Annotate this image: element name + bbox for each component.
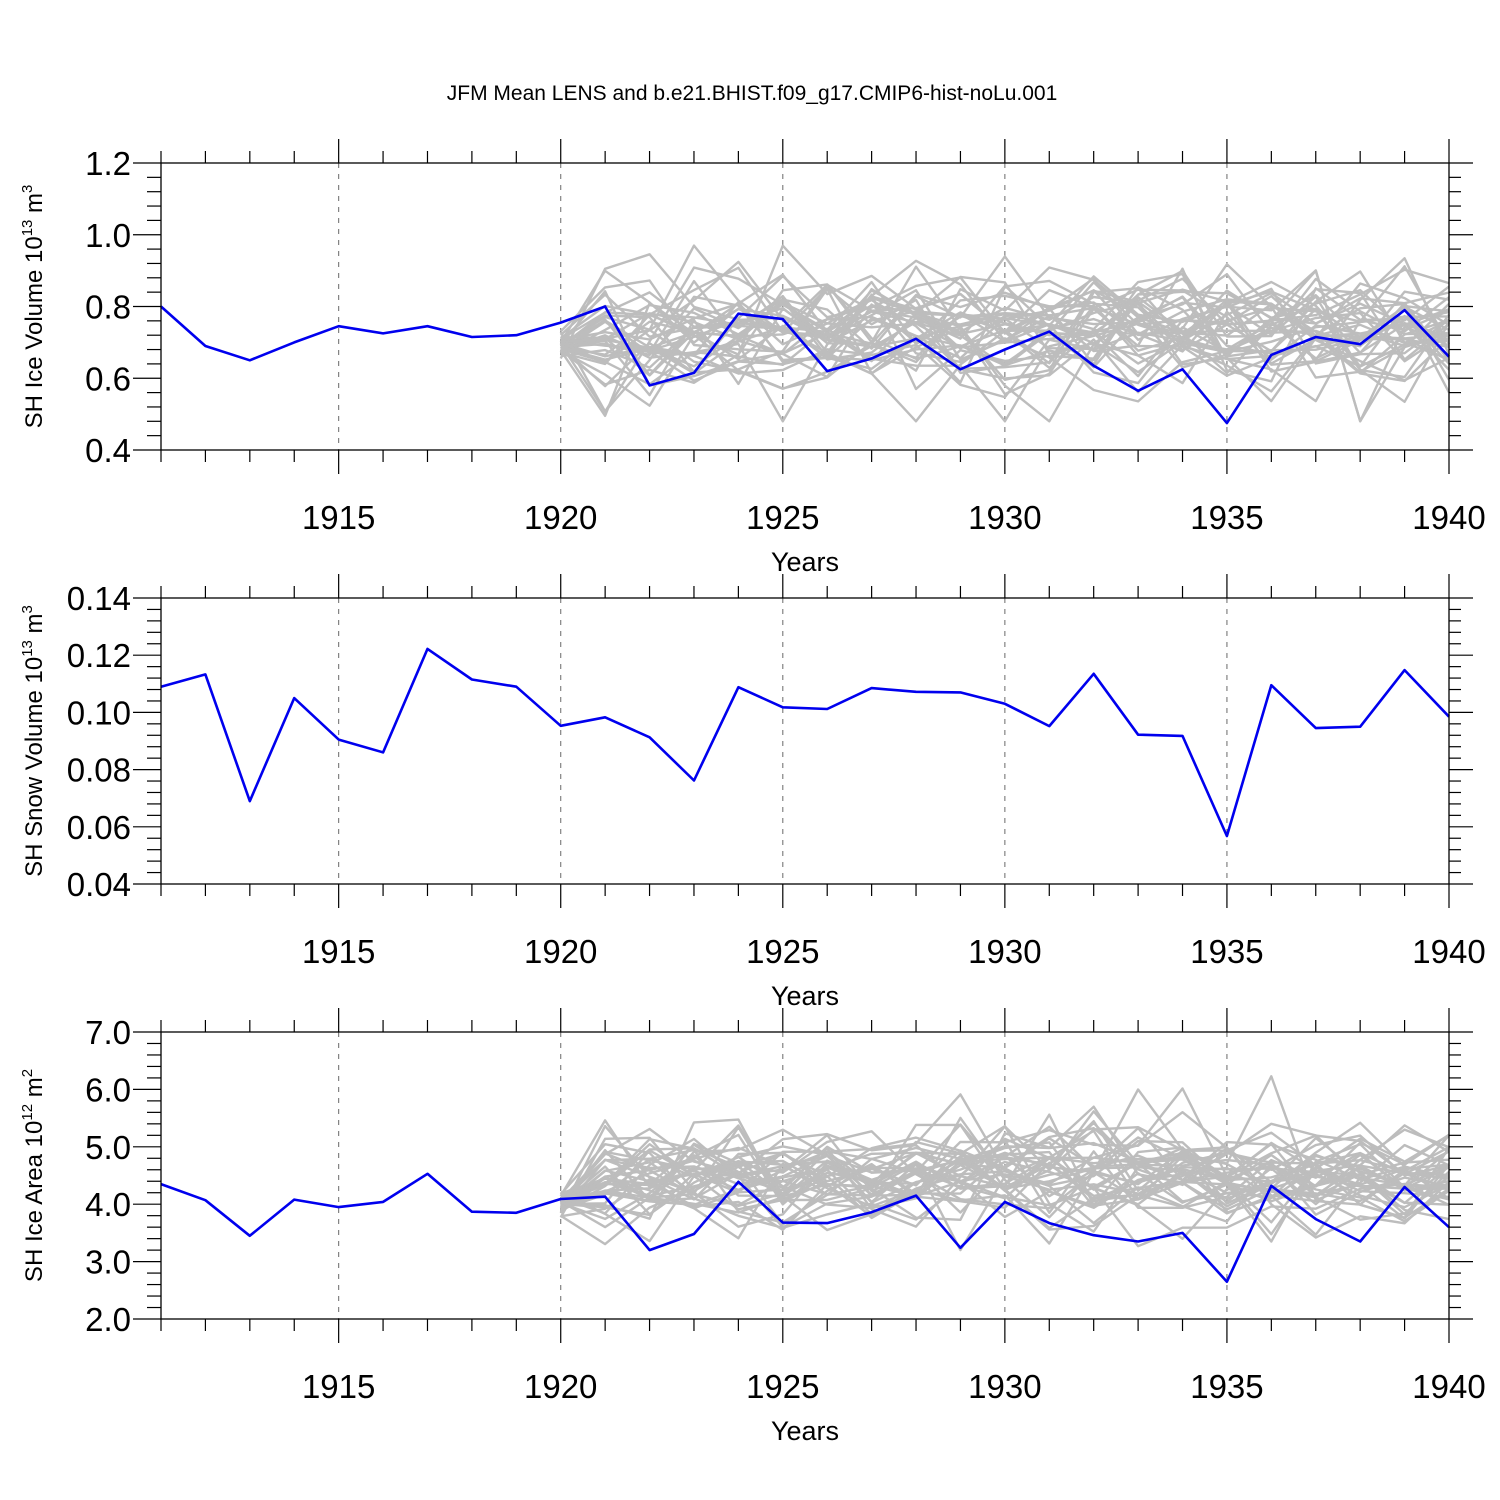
ensemble-member-line xyxy=(560,1158,1450,1229)
y-tick-label: 0.04 xyxy=(67,866,131,903)
ensemble-member-line xyxy=(560,1125,1450,1239)
y-tick-label: 0.8 xyxy=(85,289,131,326)
x-tick-label: 1930 xyxy=(968,933,1041,970)
ensemble-member-line xyxy=(560,257,1451,378)
y-tick-label: 3.0 xyxy=(85,1244,131,1281)
x-axis-label: Years xyxy=(771,981,839,1011)
x-tick-label: 1915 xyxy=(302,933,375,970)
y-tick-label: 0.6 xyxy=(85,360,131,397)
x-tick-label: 1925 xyxy=(746,1368,819,1405)
x-tick-label: 1920 xyxy=(524,933,597,970)
ensemble-member-line xyxy=(560,1087,1450,1199)
x-tick-label: 1930 xyxy=(968,499,1041,536)
x-tick-label: 1940 xyxy=(1412,933,1485,970)
y-tick-label: 0.08 xyxy=(67,752,131,789)
y-axis-label: SH Ice Volume 1013 m3 xyxy=(19,185,48,429)
figure-title: JFM Mean LENS and b.e21.BHIST.f09_g17.CM… xyxy=(447,82,1058,105)
plot-frame xyxy=(160,1031,1450,1320)
ensemble-member-line xyxy=(559,1121,1450,1216)
y-tick-label: 1.0 xyxy=(85,217,131,254)
y-tick-label: 0.12 xyxy=(67,637,131,674)
panel-snow-volume: 0.04 0.06 0.08 0.10 0.12 0.14 1915 1920 1925 1930… xyxy=(19,574,1486,1011)
ensemble-member-line xyxy=(560,294,1450,385)
x-axis-label: Years xyxy=(771,547,839,577)
x-tick-label: 1940 xyxy=(1412,1368,1485,1405)
y-tick-label: 1.2 xyxy=(85,145,131,182)
main-series-line xyxy=(160,305,1450,425)
y-tick-label: 0.10 xyxy=(67,694,131,731)
ensemble-member-line xyxy=(560,280,1450,399)
ensemble-member-line xyxy=(560,283,1450,365)
x-axis-label: Years xyxy=(771,1416,839,1446)
ensemble-member-line xyxy=(560,1128,1450,1221)
x-tick-label: 1915 xyxy=(302,1368,375,1405)
panels: 0.4 0.6 0.8 1.0 1.2 1915 1920 1925 1930 1935 1940 Y… xyxy=(19,139,1486,1446)
y-tick-label: 0.06 xyxy=(67,809,131,846)
y-tick-label: 0.4 xyxy=(85,432,131,469)
panel-ice-volume: 0.4 0.6 0.8 1.0 1.2 1915 1920 1925 1930 1935 1940 Y… xyxy=(19,139,1486,577)
x-tick-label: 1930 xyxy=(968,1368,1041,1405)
ensemble-member-line xyxy=(559,244,1450,386)
ensemble-member-line xyxy=(559,1123,1450,1230)
x-tick-label: 1925 xyxy=(746,933,819,970)
y-tick-label: 0.14 xyxy=(67,580,131,617)
x-tick-label: 1935 xyxy=(1190,1368,1263,1405)
x-tick-label: 1920 xyxy=(524,499,597,536)
y-tick-label: 7.0 xyxy=(85,1014,131,1051)
plot-frame xyxy=(160,597,1450,885)
ensemble-member-line xyxy=(560,290,1450,379)
x-tick-label: 1935 xyxy=(1190,499,1263,536)
main-series-line xyxy=(160,647,1450,838)
y-tick-label: 6.0 xyxy=(85,1071,131,1108)
ensemble-member-line xyxy=(560,1142,1450,1252)
panel-ice-area: 2.0 3.0 4.0 5.0 6.0 7.0 1915 1920 1925 1930 1935 19… xyxy=(19,1008,1486,1446)
ensemble-member-line xyxy=(560,1141,1451,1220)
y-tick-label: 2.0 xyxy=(85,1301,131,1338)
y-axis-label: SH Snow Volume 1013 m3 xyxy=(19,605,48,877)
x-tick-label: 1925 xyxy=(746,499,819,536)
ensemble-member-line xyxy=(560,1133,1450,1208)
y-axis-label: SH Ice Area 1012 m2 xyxy=(19,1069,48,1282)
y-tick-label: 5.0 xyxy=(85,1129,131,1166)
x-tick-label: 1935 xyxy=(1190,933,1263,970)
x-tick-label: 1915 xyxy=(302,499,375,536)
ensemble-member-line xyxy=(560,269,1450,423)
ensemble-member-line xyxy=(559,1093,1450,1225)
x-tick-label: 1940 xyxy=(1412,499,1485,536)
ensemble-member-line xyxy=(560,280,1450,366)
x-tick-label: 1920 xyxy=(524,1368,597,1405)
y-tick-label: 4.0 xyxy=(85,1186,131,1223)
ensemble-member-line xyxy=(560,296,1451,403)
main-series-line xyxy=(160,1172,1450,1283)
